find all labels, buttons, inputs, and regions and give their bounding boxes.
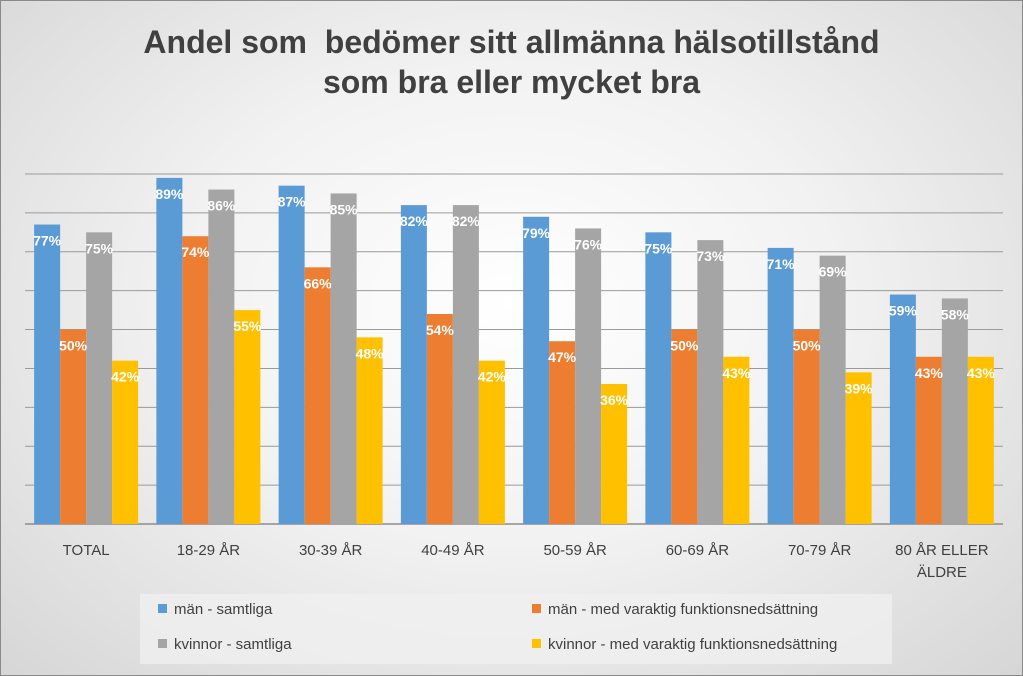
category-label: 80 ÅR ELLER — [895, 542, 989, 559]
data-label: 50% — [670, 338, 699, 354]
data-label: 48% — [356, 345, 385, 361]
data-label: 43% — [915, 365, 944, 381]
bar — [478, 360, 505, 524]
data-label: 77% — [33, 233, 62, 249]
bar — [156, 177, 183, 524]
data-label: 75% — [85, 240, 114, 256]
legend-label: kvinnor - samtliga — [174, 636, 292, 653]
bar — [523, 216, 550, 524]
data-label: 73% — [696, 248, 725, 264]
data-label: 89% — [155, 186, 184, 202]
bar — [575, 228, 602, 524]
legend-swatch — [158, 639, 167, 648]
chart-title-line-2: som bra eller mycket bra — [322, 64, 701, 100]
bar — [941, 298, 968, 524]
bar — [234, 310, 261, 524]
category-label: 40-49 ÅR — [421, 542, 485, 559]
bar — [819, 255, 846, 524]
bar — [112, 360, 139, 524]
legend-label: kvinnor - med varaktig funktionsnedsättn… — [548, 636, 838, 653]
bar — [278, 185, 305, 524]
bar — [967, 356, 994, 524]
data-label: 66% — [304, 275, 333, 291]
bar — [723, 356, 750, 524]
bar — [86, 232, 113, 525]
legend-entry-kvinnor-funktionsnedsattning: kvinnor - med varaktig funktionsnedsättn… — [532, 635, 837, 655]
legend-entry-kvinnor-samtliga: kvinnor - samtliga — [158, 635, 292, 655]
category-labels: TOTAL 18-29 ÅR 30-39 ÅR 40-49 ÅR 50-59 ÅR 60-… — [63, 542, 989, 581]
data-label: 86% — [207, 198, 236, 214]
data-label: 69% — [819, 264, 848, 280]
bar — [452, 205, 479, 524]
category-label: 50-59 ÅR — [543, 542, 607, 559]
legend: män - samtliga män - med varaktig funkti… — [140, 594, 892, 664]
bar — [60, 329, 87, 524]
bar — [426, 314, 453, 524]
bar — [601, 384, 628, 524]
chart-title: Andel som bedömer sitt allmänna hälsotil… — [0, 22, 1023, 102]
data-label: 47% — [548, 349, 577, 365]
bar — [793, 329, 820, 524]
legend-swatch — [532, 639, 541, 648]
legend-entry-man-samtliga: män - samtliga — [158, 600, 272, 620]
bars — [34, 177, 994, 525]
category-label: ÄLDRE — [917, 564, 967, 581]
bar — [845, 372, 872, 524]
bar — [915, 356, 942, 524]
data-label: 82% — [452, 213, 481, 229]
bar — [645, 232, 672, 525]
category-label: 30-39 ÅR — [299, 542, 363, 559]
legend-swatch — [158, 604, 167, 613]
category-label: 18-29 ÅR — [177, 542, 241, 559]
legend-swatch — [532, 604, 541, 613]
legend-entry-man-funktionsnedsattning: män - med varaktig funktionsnedsättning — [532, 600, 818, 620]
data-label: 75% — [644, 240, 673, 256]
data-label: 55% — [233, 318, 262, 334]
bar — [34, 224, 61, 525]
data-label: 43% — [722, 365, 751, 381]
bar-chart: 77% 50% 75% 42% 89% 74% 86% 55% 87% 66% 85% 48% 82% 5… — [25, 173, 1003, 581]
data-label: 74% — [181, 244, 210, 260]
chart-title-line-1: Andel som bedömer sitt allmänna hälsotil… — [143, 24, 880, 60]
bar — [889, 294, 916, 524]
data-label: 76% — [574, 236, 603, 252]
bar — [697, 240, 724, 524]
data-label: 87% — [278, 194, 307, 210]
data-label: 50% — [793, 338, 822, 354]
data-label: 82% — [400, 213, 429, 229]
bar — [671, 329, 698, 524]
data-label: 59% — [889, 303, 918, 319]
data-label: 58% — [941, 306, 970, 322]
bar — [182, 236, 209, 524]
data-label: 79% — [522, 225, 551, 241]
legend-label: män - med varaktig funktionsnedsättning — [548, 601, 819, 618]
bar — [767, 247, 794, 524]
bar — [356, 337, 383, 524]
legend-label: män - samtliga — [174, 601, 273, 618]
data-label: 85% — [330, 201, 359, 217]
bar — [549, 341, 576, 524]
data-label: 50% — [59, 338, 88, 354]
bar — [400, 205, 427, 524]
data-labels: 77% 50% 75% 42% 89% 74% 86% 55% 87% 66% 85% 48% 82% 5… — [33, 186, 995, 408]
data-label: 42% — [478, 369, 507, 385]
data-label: 42% — [111, 369, 140, 385]
data-label: 43% — [967, 365, 996, 381]
data-label: 71% — [767, 256, 796, 272]
data-label: 54% — [426, 322, 455, 338]
data-label: 36% — [600, 392, 629, 408]
bar — [304, 267, 331, 524]
category-label: 70-79 ÅR — [788, 542, 852, 559]
category-label: TOTAL — [63, 542, 110, 559]
data-label: 39% — [845, 380, 874, 396]
bar — [330, 193, 357, 524]
category-label: 60-69 ÅR — [666, 542, 730, 559]
bar — [208, 189, 235, 525]
